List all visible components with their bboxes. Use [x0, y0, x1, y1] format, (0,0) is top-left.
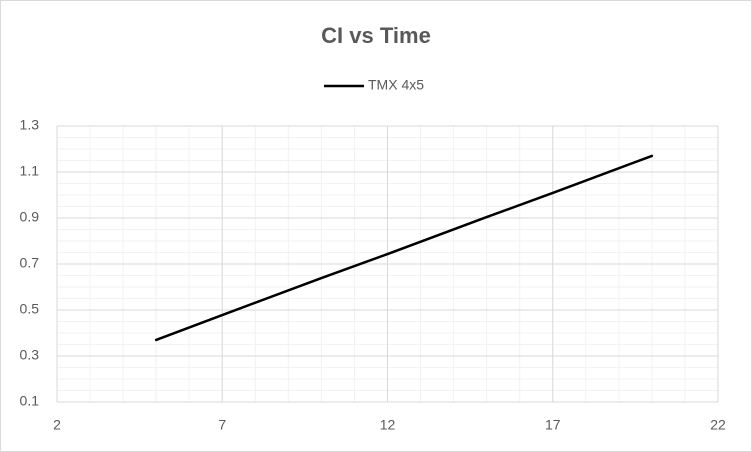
y-tick-label: 1.1	[20, 163, 40, 179]
line	[154, 154, 654, 342]
y-tick-label: 1.3	[20, 117, 40, 133]
x-tick-label: 12	[380, 417, 396, 433]
x-tick-label: 22	[710, 417, 726, 433]
y-tick-label: 0.7	[20, 255, 40, 271]
chart-title: CI vs Time	[321, 23, 431, 48]
y-tick-label: 0.1	[20, 393, 40, 409]
y-tick-label: 0.3	[20, 347, 40, 363]
y-tick-label: 0.5	[20, 301, 40, 317]
x-tick-label: 17	[545, 417, 561, 433]
x-tick-label: 2	[53, 417, 61, 433]
legend-label: TMX 4x5	[368, 77, 424, 93]
y-tick-label: 0.9	[20, 209, 40, 225]
x-tick-label: 7	[218, 417, 226, 433]
